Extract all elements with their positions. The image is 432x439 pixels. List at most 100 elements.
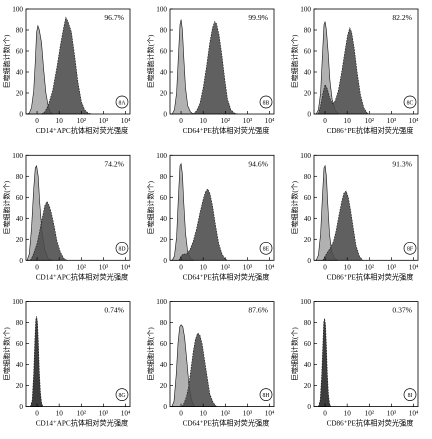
y-tick-label: 0 <box>163 257 167 265</box>
y-axis-label: 巨噬细胞计数(个) <box>290 180 299 234</box>
x-tick-label: 0 <box>179 117 183 125</box>
percent-label: 0.37% <box>392 306 412 315</box>
histogram-sample-8d <box>29 200 68 261</box>
percent-label: 91.3% <box>392 159 412 168</box>
x-axis-label: CD86⁺PE抗体相对荧光强度 <box>327 419 414 428</box>
percent-label: 87.6% <box>248 306 268 315</box>
y-tick-label: 0 <box>163 403 167 411</box>
plot-frame <box>169 301 275 408</box>
percent-label: 82.2% <box>392 13 412 22</box>
x-tick-label: 10³ <box>99 117 109 125</box>
y-axis-label: 巨噬细胞计数(个) <box>290 34 299 88</box>
panel-id-label: 8G <box>118 393 125 399</box>
histogram-sample-8h <box>181 332 218 407</box>
percent-label: 0.74% <box>104 306 124 315</box>
y-tick-label: 0 <box>163 111 167 119</box>
y-tick-label: 80 <box>160 27 168 35</box>
y-tick-label: 80 <box>304 319 312 327</box>
y-axis-label: 巨噬细胞计数(个) <box>146 327 155 381</box>
x-tick-label: 10⁴ <box>409 410 419 418</box>
panel-8f: 0 20 40 60 80 100 0 10 10² 10³ 10⁴ 巨噬细胞计数(个) CD86⁺PE… <box>290 152 419 281</box>
y-tick-label: 20 <box>304 382 312 390</box>
y-tick-label: 80 <box>160 173 168 181</box>
x-axis-label: CD64⁺PE抗体相对荧光强度 <box>183 126 270 135</box>
panel-id-circle <box>115 241 129 255</box>
y-tick-label: 40 <box>160 361 168 369</box>
y-tick-label: 60 <box>160 194 168 202</box>
y-tick-label: 20 <box>304 90 312 98</box>
x-tick-label: 10³ <box>99 263 109 271</box>
x-axis-label: CD64⁺PE抗体相对荧光强度 <box>183 419 270 428</box>
x-tick-label: 0 <box>179 263 183 271</box>
panel-id-circle <box>403 95 417 109</box>
y-tick-label: 100 <box>12 6 23 14</box>
y-tick-label: 40 <box>304 361 312 369</box>
x-tick-label: 10³ <box>99 410 109 418</box>
x-tick-label: 10 <box>344 263 352 271</box>
y-tick-label: 60 <box>304 340 312 348</box>
x-tick-label: 0 <box>323 117 327 125</box>
y-tick-label: 40 <box>16 69 24 77</box>
panel-id-label: 8D <box>118 247 125 253</box>
x-tick-label: 10² <box>365 263 374 271</box>
y-tick-label: 20 <box>304 236 312 244</box>
y-tick-label: 80 <box>304 173 312 181</box>
x-tick-label: 0 <box>179 410 183 418</box>
y-tick-label: 100 <box>12 152 23 160</box>
y-tick-label: 100 <box>156 298 167 306</box>
panel-id-circle <box>403 241 417 255</box>
panel-8e: 0 20 40 60 80 100 0 10 10² 10³ 10⁴ 巨噬细胞计数(个) CD64⁺PE… <box>146 152 275 281</box>
panel-id-circle <box>403 388 417 401</box>
histogram-isotype-8b <box>171 19 195 115</box>
plot-frame <box>25 8 131 115</box>
y-axis-label: 巨噬细胞计数(个) <box>2 327 11 381</box>
y-tick-label: 60 <box>16 194 24 202</box>
y-tick-label: 60 <box>160 48 168 56</box>
y-tick-label: 0 <box>307 111 311 119</box>
y-tick-label: 40 <box>16 215 24 223</box>
y-tick-label: 80 <box>16 319 24 327</box>
plot-frame <box>169 154 275 261</box>
panel-id-circle <box>259 95 273 109</box>
y-tick-label: 100 <box>156 6 167 14</box>
plot-frame <box>313 8 419 115</box>
plot-frame <box>313 154 419 261</box>
x-tick-label: 10³ <box>243 117 253 125</box>
y-axis-label: 巨噬细胞计数(个) <box>2 180 11 234</box>
x-tick-label: 10 <box>200 117 208 125</box>
y-axis-label: 巨噬细胞计数(个) <box>290 327 299 381</box>
x-tick-label: 10² <box>77 117 86 125</box>
y-axis-label: 巨噬细胞计数(个) <box>146 34 155 88</box>
x-tick-label: 10² <box>77 410 86 418</box>
x-tick-label: 10⁴ <box>265 117 275 125</box>
x-tick-label: 0 <box>323 263 327 271</box>
panel-id-label: 8C <box>407 100 414 106</box>
y-tick-label: 40 <box>304 215 312 223</box>
x-tick-label: 10 <box>56 410 64 418</box>
y-tick-label: 20 <box>16 236 24 244</box>
x-tick-label: 10⁴ <box>121 263 131 271</box>
panel-id-circle <box>115 388 129 401</box>
y-tick-label: 100 <box>12 298 23 306</box>
y-tick-label: 20 <box>160 382 168 390</box>
y-tick-label: 20 <box>16 382 24 390</box>
x-tick-label: 10⁴ <box>121 117 131 125</box>
y-tick-label: 40 <box>160 215 168 223</box>
x-tick-label: 10² <box>365 117 374 125</box>
histogram-sample-8e <box>178 188 228 261</box>
panel-id-label: 8B <box>263 100 270 106</box>
x-tick-label: 10 <box>200 410 208 418</box>
plot-frame <box>313 301 419 408</box>
x-tick-label: 10² <box>365 410 374 418</box>
histogram-isotype-8e <box>171 162 195 261</box>
y-tick-label: 20 <box>16 90 24 98</box>
panel-id-circle <box>115 95 129 109</box>
histogram-isotype-8a <box>26 24 54 115</box>
panel-id-label: 8F <box>407 247 414 253</box>
x-tick-label: 10³ <box>243 263 253 271</box>
x-axis-label: CD14⁺APC抗体相对荧光强度 <box>36 272 128 281</box>
y-axis-label: 巨噬细胞计数(个) <box>146 180 155 234</box>
x-axis-label: CD86⁺PE抗体相对荧光强度 <box>327 126 414 135</box>
panel-8g: 0 20 40 60 80 100 0 10 10² 10³ 10⁴ 巨噬细胞计数(个) CD14⁺AP… <box>2 298 131 427</box>
